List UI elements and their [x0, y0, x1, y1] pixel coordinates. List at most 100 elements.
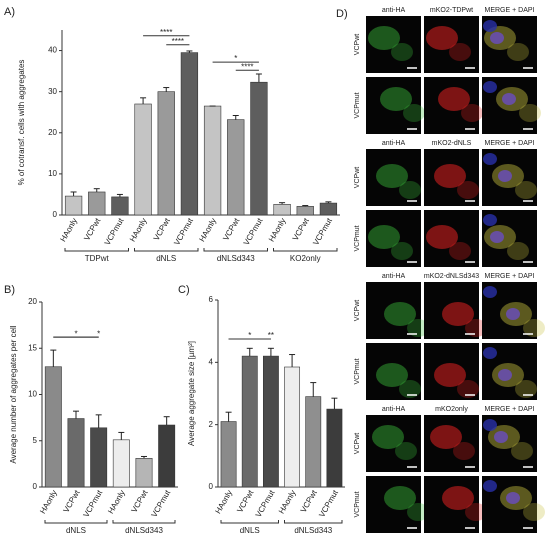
- row-label: VCPwt: [354, 300, 361, 321]
- cell: [434, 363, 466, 387]
- nucleus: [483, 81, 497, 93]
- column-header: anti-HA: [382, 140, 406, 147]
- y-tick-label: 30: [48, 87, 57, 96]
- bar: [305, 396, 322, 488]
- cell: [449, 242, 471, 260]
- column-header: mKO2-dNLSd343: [424, 273, 479, 280]
- y-tick-label: 4: [209, 357, 214, 366]
- bar: [134, 103, 152, 216]
- micrograph: [366, 282, 421, 339]
- cell: [438, 87, 470, 111]
- cell: [372, 425, 404, 449]
- micrograph: [366, 415, 421, 472]
- row-label: VCPmut: [354, 92, 361, 118]
- x-tick-label: VCPwt: [130, 488, 150, 514]
- bar: [157, 91, 175, 216]
- micrograph: [366, 476, 421, 533]
- group-label: dNLS: [156, 254, 176, 263]
- cell: [399, 380, 421, 398]
- y-axis-label: % of cotransf. cells with aggregates: [17, 60, 26, 186]
- x-tick-label: HAonly: [213, 489, 234, 516]
- y-tick-label: 20: [28, 297, 37, 306]
- column-header: mKO2-TDPwt: [430, 7, 473, 14]
- row-label: VCPmut: [354, 358, 361, 384]
- group-label: dNLSd343: [217, 254, 255, 263]
- micrograph: [366, 77, 421, 134]
- panel-label: D): [336, 8, 348, 20]
- bar: [158, 424, 176, 488]
- column-header: MERGE + DAPI: [485, 7, 535, 14]
- significance-label: *: [74, 329, 77, 338]
- y-tick-label: 0: [53, 210, 58, 219]
- x-tick-label: HAonly: [277, 489, 298, 516]
- row-label: VCPmut: [354, 491, 361, 517]
- cell: [430, 425, 462, 449]
- cell: [457, 181, 479, 199]
- cell: [391, 43, 413, 61]
- cell: [515, 181, 537, 199]
- panel-label: B): [4, 284, 15, 296]
- cell: [399, 181, 421, 199]
- cell: [442, 302, 474, 326]
- bar: [90, 427, 108, 488]
- nucleus: [483, 214, 497, 226]
- x-tick-label: VCPmut: [311, 216, 334, 247]
- column-header: mKO2only: [435, 406, 468, 413]
- significance-label: **: [268, 331, 274, 340]
- cell: [515, 380, 537, 398]
- column-header: mKO2-dNLS: [432, 140, 472, 147]
- bar: [67, 418, 85, 488]
- x-tick-label: HAonly: [197, 217, 218, 244]
- bar: [262, 355, 279, 488]
- group-label: dNLS: [66, 526, 86, 535]
- y-tick-label: 10: [48, 169, 57, 178]
- group-label: dNLS: [240, 526, 260, 535]
- column-header: anti-HA: [382, 7, 406, 14]
- column-header: MERGE + DAPI: [485, 406, 535, 413]
- cell: [384, 486, 416, 510]
- group-bracket: [112, 520, 176, 524]
- micrograph: [366, 210, 421, 267]
- row-label: VCPwt: [354, 167, 361, 188]
- micrograph: [366, 16, 421, 73]
- x-tick-label: VCPwt: [152, 216, 172, 242]
- group-bracket: [134, 248, 199, 252]
- x-tick-label: VCPmut: [82, 488, 105, 519]
- cell: [519, 104, 541, 122]
- significance-label: *: [234, 54, 237, 63]
- x-tick-label: HAonly: [106, 489, 127, 516]
- group-label: KO2only: [290, 254, 321, 263]
- x-tick-label: HAonly: [38, 489, 59, 516]
- nucleus: [506, 492, 520, 504]
- bar: [241, 355, 258, 488]
- cell: [507, 242, 529, 260]
- bar: [112, 439, 130, 488]
- row-label: VCPwt: [354, 433, 361, 454]
- group-bracket: [284, 520, 343, 524]
- cell: [453, 442, 475, 460]
- column-header: anti-HA: [382, 406, 406, 413]
- y-tick-label: 10: [28, 390, 37, 399]
- significance-label: ****: [172, 37, 184, 46]
- nucleus: [483, 480, 497, 492]
- y-axis-label: Average number of aggregates per cell: [9, 325, 18, 463]
- cell: [376, 363, 408, 387]
- significance-label: *: [248, 331, 251, 340]
- cell: [368, 225, 400, 249]
- bar: [220, 421, 237, 488]
- group-bracket: [220, 520, 279, 524]
- nucleus: [490, 32, 504, 44]
- column-header: MERGE + DAPI: [485, 140, 535, 147]
- nucleus: [498, 369, 512, 381]
- bar: [250, 81, 268, 216]
- x-tick-label: VCPwt: [291, 216, 311, 242]
- cell: [434, 164, 466, 188]
- group-label: TDPwt: [85, 254, 110, 263]
- cell: [391, 242, 413, 260]
- x-tick-label: HAonly: [267, 217, 288, 244]
- bar: [64, 195, 83, 216]
- column-header: MERGE + DAPI: [485, 273, 535, 280]
- cell: [380, 87, 412, 111]
- x-tick-label: VCPwt: [299, 488, 319, 514]
